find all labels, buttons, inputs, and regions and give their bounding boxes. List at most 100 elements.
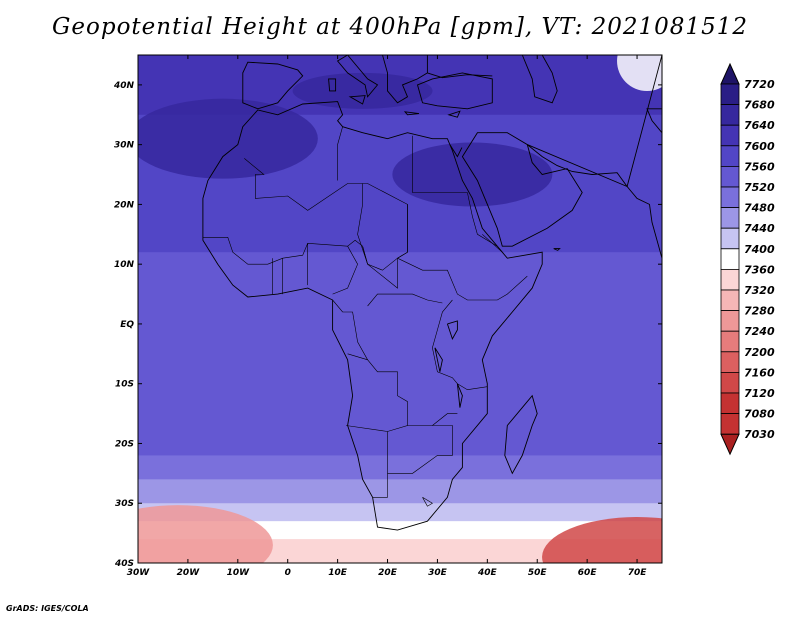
height-features xyxy=(138,55,662,563)
lon-tick-label: 30W xyxy=(127,568,151,578)
high-arabia xyxy=(392,142,553,207)
map-title: Geopotential Height at 400hPa [gpm], VT:… xyxy=(52,14,748,40)
border-13 xyxy=(422,497,433,507)
high-north-africa xyxy=(138,98,318,179)
coastline-7 xyxy=(382,55,428,104)
shoreline-0 xyxy=(521,55,558,104)
colorbar-label: 7440 xyxy=(744,222,775,235)
coastline-11 xyxy=(626,55,662,260)
border-11 xyxy=(457,383,488,391)
colorbar-label: 7200 xyxy=(744,346,775,359)
colorbar-label: 7320 xyxy=(744,284,775,297)
border-2 xyxy=(412,135,468,193)
grads-credit: GrADS: IGES/COLA xyxy=(6,604,89,613)
height-band-2 xyxy=(138,252,662,456)
height-band-5 xyxy=(138,503,662,522)
border-7 xyxy=(367,293,443,307)
colorbar-label: 7600 xyxy=(744,140,775,153)
colorbar-label: 7640 xyxy=(744,119,775,132)
border-20 xyxy=(467,192,498,247)
lon-tick-label: 10E xyxy=(328,568,348,578)
colorbar-segment xyxy=(720,186,740,209)
coastline-5 xyxy=(348,95,366,105)
colorbar-label: 7280 xyxy=(744,305,775,318)
plot-frame xyxy=(137,54,663,564)
colorbar-segment xyxy=(720,413,740,435)
colorbar-label: 7120 xyxy=(744,387,775,400)
border-8 xyxy=(346,353,408,432)
colorbar-segment xyxy=(720,207,740,229)
colorbar-label: 7360 xyxy=(744,263,775,276)
colorbar-label: 7400 xyxy=(744,243,775,256)
lon-tick-label: 30E xyxy=(428,568,448,578)
shoreline-4 xyxy=(434,347,443,372)
lat-tick-label: EQ xyxy=(120,320,134,330)
low-south-atlantic xyxy=(138,505,273,563)
coastline-4 xyxy=(336,55,379,98)
lat-tick-label: 40S xyxy=(114,559,134,569)
colorbar-label: 7080 xyxy=(744,408,775,421)
longitude-axis: 30W 20W 10W 0 10E 20E 30E 40E 50E 60E 70E xyxy=(127,55,647,578)
colorbar-segment xyxy=(720,310,740,332)
coastline-9 xyxy=(447,110,461,118)
colorbar-segment xyxy=(720,145,740,167)
coastline-12 xyxy=(527,144,629,188)
lon-tick-label: 20W xyxy=(177,568,201,578)
colorbar-segment xyxy=(720,392,740,415)
lon-tick-label: 50E xyxy=(528,568,548,578)
shoreline-1 xyxy=(427,72,493,79)
colorbar-label: 7240 xyxy=(744,325,775,338)
coastline-6 xyxy=(328,78,337,92)
lat-tick-label: 20S xyxy=(115,439,134,449)
colorbar-label: 7680 xyxy=(744,99,775,112)
border-0 xyxy=(202,158,408,289)
latitude-axis: 40N 30N 20N 10N EQ 10S 20S 30S 40S xyxy=(113,81,662,569)
colorbar-label: 7720 xyxy=(744,78,775,91)
lon-tick-label: 10W xyxy=(227,568,251,578)
lon-tick-label: 0 xyxy=(285,568,291,578)
colorbar-segment xyxy=(720,371,740,394)
border-19 xyxy=(362,246,398,271)
coastline-2 xyxy=(461,132,583,247)
colorbar-bottom-arrow xyxy=(720,433,740,456)
coastline-13 xyxy=(686,265,696,288)
lat-tick-label: 40N xyxy=(113,81,135,91)
border-12 xyxy=(432,413,458,426)
coastline-1 xyxy=(504,394,538,475)
height-band-4 xyxy=(138,479,662,504)
colorbar-segment xyxy=(720,351,740,373)
border-4 xyxy=(357,183,368,265)
border-21 xyxy=(482,234,503,253)
coastline-0 xyxy=(202,101,543,531)
colorbar-label: 7520 xyxy=(744,181,775,194)
coastlines xyxy=(202,55,696,531)
colorbar-segment xyxy=(720,289,740,312)
border-18 xyxy=(332,246,358,295)
lat-tick-label: 30S xyxy=(115,499,134,509)
colorbar: 7720 7680 7640 7600 7560 7520 7480 7440 7400 7360… xyxy=(720,62,775,456)
shoreline-3 xyxy=(446,320,458,341)
colorbar-segment xyxy=(720,330,740,353)
coastline-3 xyxy=(242,61,304,110)
coastline-14 xyxy=(553,248,561,251)
lon-tick-label: 70E xyxy=(628,568,648,578)
lat-tick-label: 10S xyxy=(115,380,134,390)
colorbar-label: 7480 xyxy=(744,202,775,215)
colorbar-segment xyxy=(720,268,740,291)
colorbar-segment xyxy=(720,227,740,250)
coastline-10 xyxy=(403,111,420,116)
lon-tick-label: 60E xyxy=(578,568,598,578)
low-northeast-corner xyxy=(617,55,662,91)
colorbar-segment xyxy=(720,104,740,126)
colorbar-label: 7160 xyxy=(744,366,775,379)
lat-tick-label: 20N xyxy=(114,200,135,210)
border-1 xyxy=(337,126,343,181)
height-band-3 xyxy=(138,455,662,480)
colorbar-label: 7560 xyxy=(744,160,775,173)
high-mediterranean xyxy=(292,72,433,109)
contour-plot xyxy=(138,55,696,563)
colorbar-label: 7030 xyxy=(744,428,775,441)
colorbar-segment xyxy=(720,124,740,147)
colorbar-segment xyxy=(720,248,740,270)
